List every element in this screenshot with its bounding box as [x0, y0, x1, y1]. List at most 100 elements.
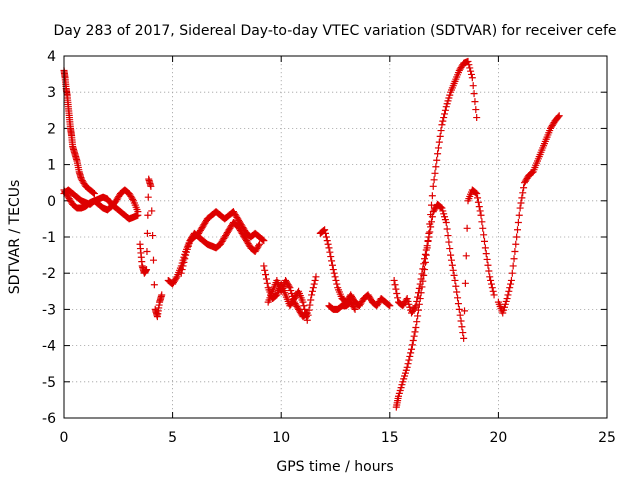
data-point [421, 258, 429, 266]
data-point [450, 271, 458, 279]
data-point [447, 256, 455, 264]
data-point [330, 269, 338, 277]
data-point [483, 255, 491, 263]
data-point [308, 287, 316, 295]
data-point [477, 211, 485, 219]
data-point [484, 261, 492, 269]
data-point [555, 112, 563, 120]
data-point [469, 82, 477, 90]
data-point [390, 276, 398, 284]
data-point [404, 360, 412, 368]
series-track-k [392, 57, 481, 411]
grid-layer [64, 56, 607, 418]
data-point [478, 218, 486, 226]
data-point [311, 276, 319, 284]
data-point [441, 106, 449, 114]
data-point [90, 189, 98, 197]
data-point [144, 193, 152, 201]
data-point [323, 237, 331, 245]
data-point [510, 255, 518, 263]
data-point [172, 274, 180, 282]
data-point [433, 156, 441, 164]
data-point [467, 70, 475, 78]
data-point [457, 317, 465, 325]
data-point [490, 291, 498, 299]
y-tick-label: 3 [47, 85, 56, 101]
y-tick-label: -3 [42, 302, 56, 318]
data-point [431, 169, 439, 177]
data-point [474, 194, 482, 202]
data-point [437, 127, 445, 135]
data-point [554, 113, 562, 121]
data-point [513, 233, 521, 241]
data-point [322, 229, 330, 237]
data-point [466, 64, 474, 72]
series-track-j [325, 298, 359, 313]
plot-border [63, 55, 608, 419]
data-point [413, 318, 421, 326]
data-point [439, 117, 447, 125]
data-point [421, 255, 429, 263]
data-point [454, 294, 462, 302]
data-point [385, 301, 393, 309]
y-tick-label: -1 [42, 230, 56, 246]
data-point [428, 218, 436, 226]
data-point [414, 293, 422, 301]
data-point [309, 284, 317, 292]
x-tick-label: 15 [381, 430, 399, 446]
data-point [181, 255, 189, 263]
data-point [423, 242, 431, 250]
data-point [463, 224, 471, 232]
data-point [421, 250, 429, 258]
x-tick-label: 0 [60, 430, 69, 446]
data-point [425, 233, 433, 241]
data-point [511, 247, 519, 255]
data-point [310, 280, 318, 288]
data-point [508, 269, 516, 277]
data-point [482, 250, 490, 258]
data-point [408, 341, 416, 349]
data-point [324, 240, 332, 248]
data-point [392, 285, 400, 293]
data-point [464, 57, 472, 65]
data-point [460, 334, 468, 342]
data-point [406, 352, 414, 360]
data-point [518, 194, 526, 202]
data-point [449, 266, 457, 274]
data-point [328, 261, 336, 269]
data-point [461, 279, 469, 287]
data-point [471, 98, 479, 106]
data-point [150, 281, 158, 289]
data-point [507, 276, 515, 284]
data-point [143, 266, 151, 274]
data-point [504, 291, 512, 299]
data-point [480, 237, 488, 245]
x-axis-title: GPS time / hours [276, 459, 393, 475]
data-point [514, 219, 522, 227]
x-tick-label: 5 [168, 430, 177, 446]
data-point [405, 356, 413, 364]
data-point [444, 232, 452, 240]
data-point [158, 291, 166, 299]
data-point [453, 288, 461, 296]
data-point [515, 211, 523, 219]
data-point [178, 266, 186, 274]
data-point [322, 233, 330, 241]
data-point [412, 324, 420, 331]
data-point [410, 332, 418, 340]
data-point [451, 276, 459, 284]
data-point [488, 284, 496, 292]
data-point [447, 251, 455, 259]
data-point [403, 363, 411, 371]
data-point [393, 289, 401, 297]
x-tick-label: 20 [489, 430, 507, 446]
data-point [134, 208, 142, 216]
data-point [332, 276, 340, 284]
data-point [509, 262, 517, 270]
data-point [303, 316, 311, 324]
data-point [428, 192, 436, 200]
data-point [177, 269, 185, 277]
data-point [417, 275, 425, 283]
series-track-m [494, 112, 563, 317]
data-point [144, 211, 152, 219]
